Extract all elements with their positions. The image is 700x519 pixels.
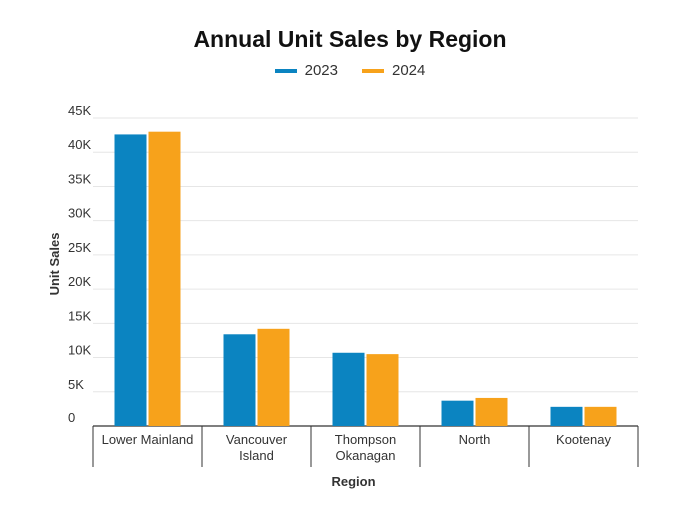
y-tick-label: 30K <box>68 206 91 221</box>
x-tick-label: Vancouver <box>226 432 288 447</box>
y-tick-label: 35K <box>68 171 91 186</box>
bar-2023 <box>550 406 583 426</box>
x-tick-label: North <box>459 432 491 447</box>
bar-2023 <box>114 134 147 426</box>
y-tick-label: 45K <box>68 103 91 118</box>
y-tick-label: 10K <box>68 343 91 358</box>
bar-2023 <box>441 400 474 426</box>
bar-2024 <box>257 328 290 426</box>
y-tick-label: 40K <box>68 137 91 152</box>
y-tick-label: 25K <box>68 240 91 255</box>
y-tick-label: 5K <box>68 377 84 392</box>
legend-label-2023: 2023 <box>304 62 338 79</box>
bar-2024 <box>148 131 181 426</box>
x-tick-label: Island <box>239 448 274 463</box>
x-tick-label: Lower Mainland <box>102 432 194 447</box>
x-tick-label: Thompson <box>335 432 396 447</box>
x-tick-label: Kootenay <box>556 432 611 447</box>
x-axis-title: Region <box>331 474 375 489</box>
chart-title: Annual Unit Sales by Region <box>193 26 507 52</box>
legend-swatch-2024 <box>362 68 384 73</box>
bar-2024 <box>475 397 508 426</box>
legend-label-2024: 2024 <box>392 62 426 79</box>
chart-legend: 2023 2024 <box>0 62 700 79</box>
bar-2023 <box>332 352 365 426</box>
bar-2023 <box>223 334 256 426</box>
legend-swatch-2023 <box>274 68 297 73</box>
bar-2024 <box>366 354 399 426</box>
y-tick-label: 15K <box>68 308 91 323</box>
legend-item-2023: 2023 <box>274 62 338 79</box>
bar-2024 <box>584 406 617 426</box>
y-tick-label: 0 <box>68 410 75 425</box>
x-tick-label: Okanagan <box>336 448 396 463</box>
legend-item-2024: 2024 <box>362 62 425 79</box>
y-axis-title: Unit Sales <box>47 233 62 296</box>
y-tick-label: 20K <box>68 274 91 289</box>
